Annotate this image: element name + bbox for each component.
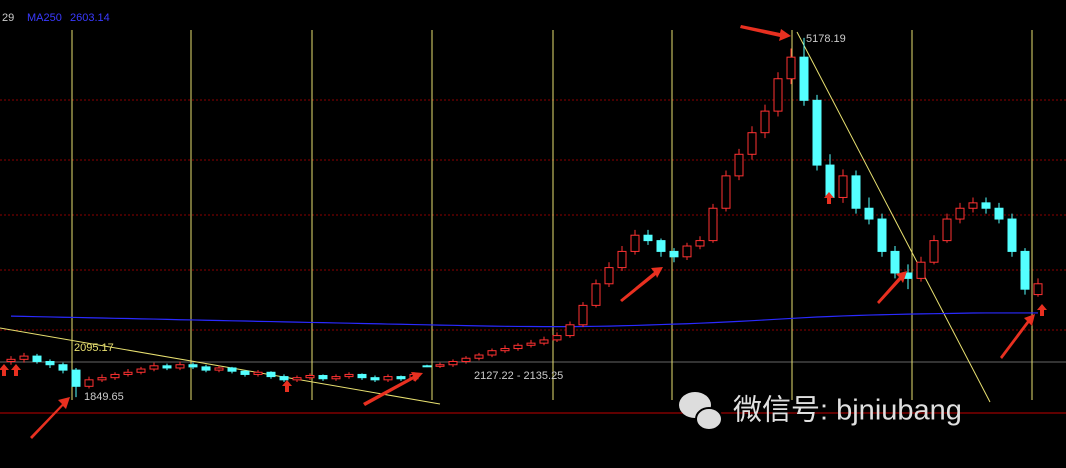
candle-body: [799, 56, 809, 101]
left-label: 2095.17: [74, 342, 114, 354]
wechat-icon: [679, 392, 723, 431]
trend-line: [0, 327, 441, 405]
ma-legend-name: MA250: [27, 12, 62, 24]
candle-body: [838, 175, 848, 198]
candle-body: [864, 207, 874, 220]
candle-body: [1020, 250, 1030, 290]
candle-body: [773, 78, 783, 112]
candle-body: [175, 364, 185, 369]
candle-body: [929, 240, 939, 263]
candle-body: [461, 357, 471, 362]
candle-body: [370, 377, 380, 381]
trend-line: [796, 31, 991, 403]
low-label: 1849.65: [84, 391, 124, 403]
candle-body: [201, 366, 211, 371]
candle-body: [1033, 283, 1043, 296]
candle-body: [955, 207, 965, 220]
candle-body: [942, 218, 952, 242]
candle-body: [19, 355, 29, 360]
candle-body: [32, 355, 42, 362]
arrows: [0, 25, 1047, 439]
candle-body: [136, 368, 146, 373]
candle-body: [513, 344, 523, 350]
candle-body: [1007, 218, 1017, 252]
watermark: 微信号: bjniubang: [733, 394, 962, 427]
candle-body: [45, 360, 55, 366]
candle-body: [578, 304, 588, 326]
candle-body: [656, 240, 666, 252]
candle-body: [734, 153, 744, 177]
candle-body: [812, 99, 822, 166]
candle-body: [695, 240, 705, 247]
candle-body: [123, 371, 133, 375]
peak-label: 5178.19: [806, 33, 846, 45]
candle-body: [565, 324, 575, 337]
candle-body: [305, 375, 315, 379]
candle-body: [279, 376, 289, 381]
candle-body: [84, 379, 94, 387]
candle-body: [149, 365, 159, 370]
candle-body: [396, 376, 406, 380]
candle-body: [786, 56, 796, 80]
candle-body: [383, 376, 393, 381]
cut-label: 29: [2, 12, 14, 24]
candle-body: [994, 207, 1004, 220]
candle-body: [747, 132, 757, 155]
candle-body: [981, 202, 991, 209]
candle-body: [708, 207, 718, 242]
candle-body: [292, 377, 302, 381]
candle-body: [357, 373, 367, 379]
candle-body: [214, 367, 224, 371]
candle-body: [71, 369, 81, 387]
candle-body: [669, 250, 679, 258]
candle-body: [617, 250, 627, 269]
candle-body: [682, 245, 692, 258]
candle-body: [721, 175, 731, 209]
candle-body: [422, 365, 432, 368]
candle-body: [58, 364, 68, 371]
candle-body: [331, 376, 341, 380]
candle-body: [162, 365, 172, 369]
candle-body: [435, 364, 445, 367]
candle-body: [344, 373, 354, 378]
candle-body: [240, 370, 250, 375]
candle-body: [97, 377, 107, 381]
candle-body: [487, 350, 497, 356]
ma-line: [10, 312, 1038, 328]
period-lines: [71, 30, 1033, 400]
candle-body: [539, 339, 549, 344]
candle-body: [448, 360, 458, 366]
candle-body: [227, 367, 237, 372]
candle-body: [266, 371, 276, 378]
candle-body: [318, 375, 328, 380]
candle-body: [825, 164, 835, 198]
candle-body: [890, 250, 900, 274]
plot: [6, 37, 1043, 398]
candle-body: [760, 110, 770, 134]
candle-body: [630, 234, 640, 252]
red-grid: [0, 99, 1066, 331]
candle-body: [188, 364, 198, 368]
candle-body: [604, 267, 614, 285]
candle-body: [474, 354, 484, 359]
candle-body: [591, 283, 601, 306]
candle-body: [916, 261, 926, 279]
candle-body: [526, 342, 536, 346]
candle-body: [851, 175, 861, 209]
candle-body: [552, 335, 562, 341]
candle-body: [643, 234, 653, 242]
candle-body: [253, 371, 263, 375]
candle-body: [968, 202, 978, 209]
ma-legend-value: 2603.14: [70, 12, 110, 24]
range-label: 2127.22 - 2135.25: [474, 370, 563, 382]
candle-body: [6, 358, 16, 362]
candle-body: [110, 373, 120, 379]
candle-body: [877, 218, 887, 252]
candle-body: [500, 348, 510, 352]
